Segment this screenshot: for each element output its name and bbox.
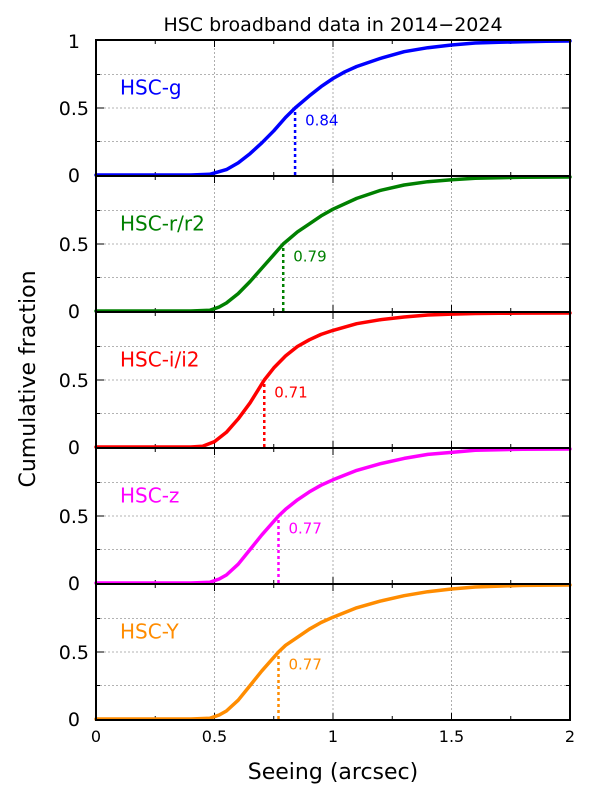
series-line (94, 583, 572, 721)
x-tick-label: 2 (565, 727, 575, 746)
y-tick-label: 0.5 (59, 234, 89, 256)
panel-hsc-g: 0.84 HSC-g 0 0.5 1 (59, 31, 572, 187)
median-label: 0.77 (288, 655, 321, 673)
x-tick-label: 0 (91, 727, 101, 746)
panel-hsc-i-i2: 0.71 HSC-i/i2 0 0.5 (59, 311, 572, 459)
y-tick-label: 0 (68, 437, 80, 459)
x-tick-label: 1.5 (439, 727, 464, 746)
x-tick-label: 1 (328, 727, 338, 746)
band-label: HSC-z (120, 484, 179, 508)
band-label: HSC-g (120, 76, 182, 100)
x-axis-label: Seeing (arcsec) (248, 760, 418, 785)
median-label: 0.84 (305, 111, 338, 129)
chart-title: HSC broadband data in 2014−2024 (163, 14, 502, 36)
series-line (94, 447, 572, 585)
median-label: 0.79 (293, 247, 326, 265)
y-tick-label: 0.5 (59, 370, 89, 392)
panel-frame (95, 583, 571, 721)
band-label: HSC-i/i2 (120, 348, 200, 372)
median-label: 0.71 (274, 383, 307, 401)
y-tick-label: 0 (68, 709, 80, 731)
panel-hsc-r-r2: 0.79 HSC-r/r2 0 0.5 (59, 175, 572, 323)
y-tick-label: 0 (68, 301, 80, 323)
series-line (94, 175, 572, 313)
y-tick-label: 0.5 (59, 642, 89, 664)
y-tick-label: 0.5 (59, 506, 89, 528)
y-tick-label: 0.5 (59, 98, 89, 120)
panel-hsc-y: 0.77 HSC-Y 0 0.5 (59, 583, 572, 731)
y-tick-label: 0 (68, 573, 80, 595)
series-line (94, 39, 572, 177)
band-label: HSC-r/r2 (120, 212, 205, 236)
band-label: HSC-Y (120, 620, 180, 644)
panels: 0.84 HSC-g 0 0.5 1 0.79 HSC-r/r2 0 0.5 0.71 HSC-i/… (59, 31, 575, 746)
y-axis-label: Cumulative fraction (16, 270, 41, 487)
series-line (94, 311, 572, 449)
panel-hsc-z: 0.77 HSC-z 0 0.5 (59, 447, 572, 595)
x-tick-label: 0.5 (202, 727, 227, 746)
y-tick-label: 0 (68, 165, 80, 187)
y-tick-label: 1 (68, 31, 80, 53)
median-label: 0.77 (288, 519, 321, 537)
